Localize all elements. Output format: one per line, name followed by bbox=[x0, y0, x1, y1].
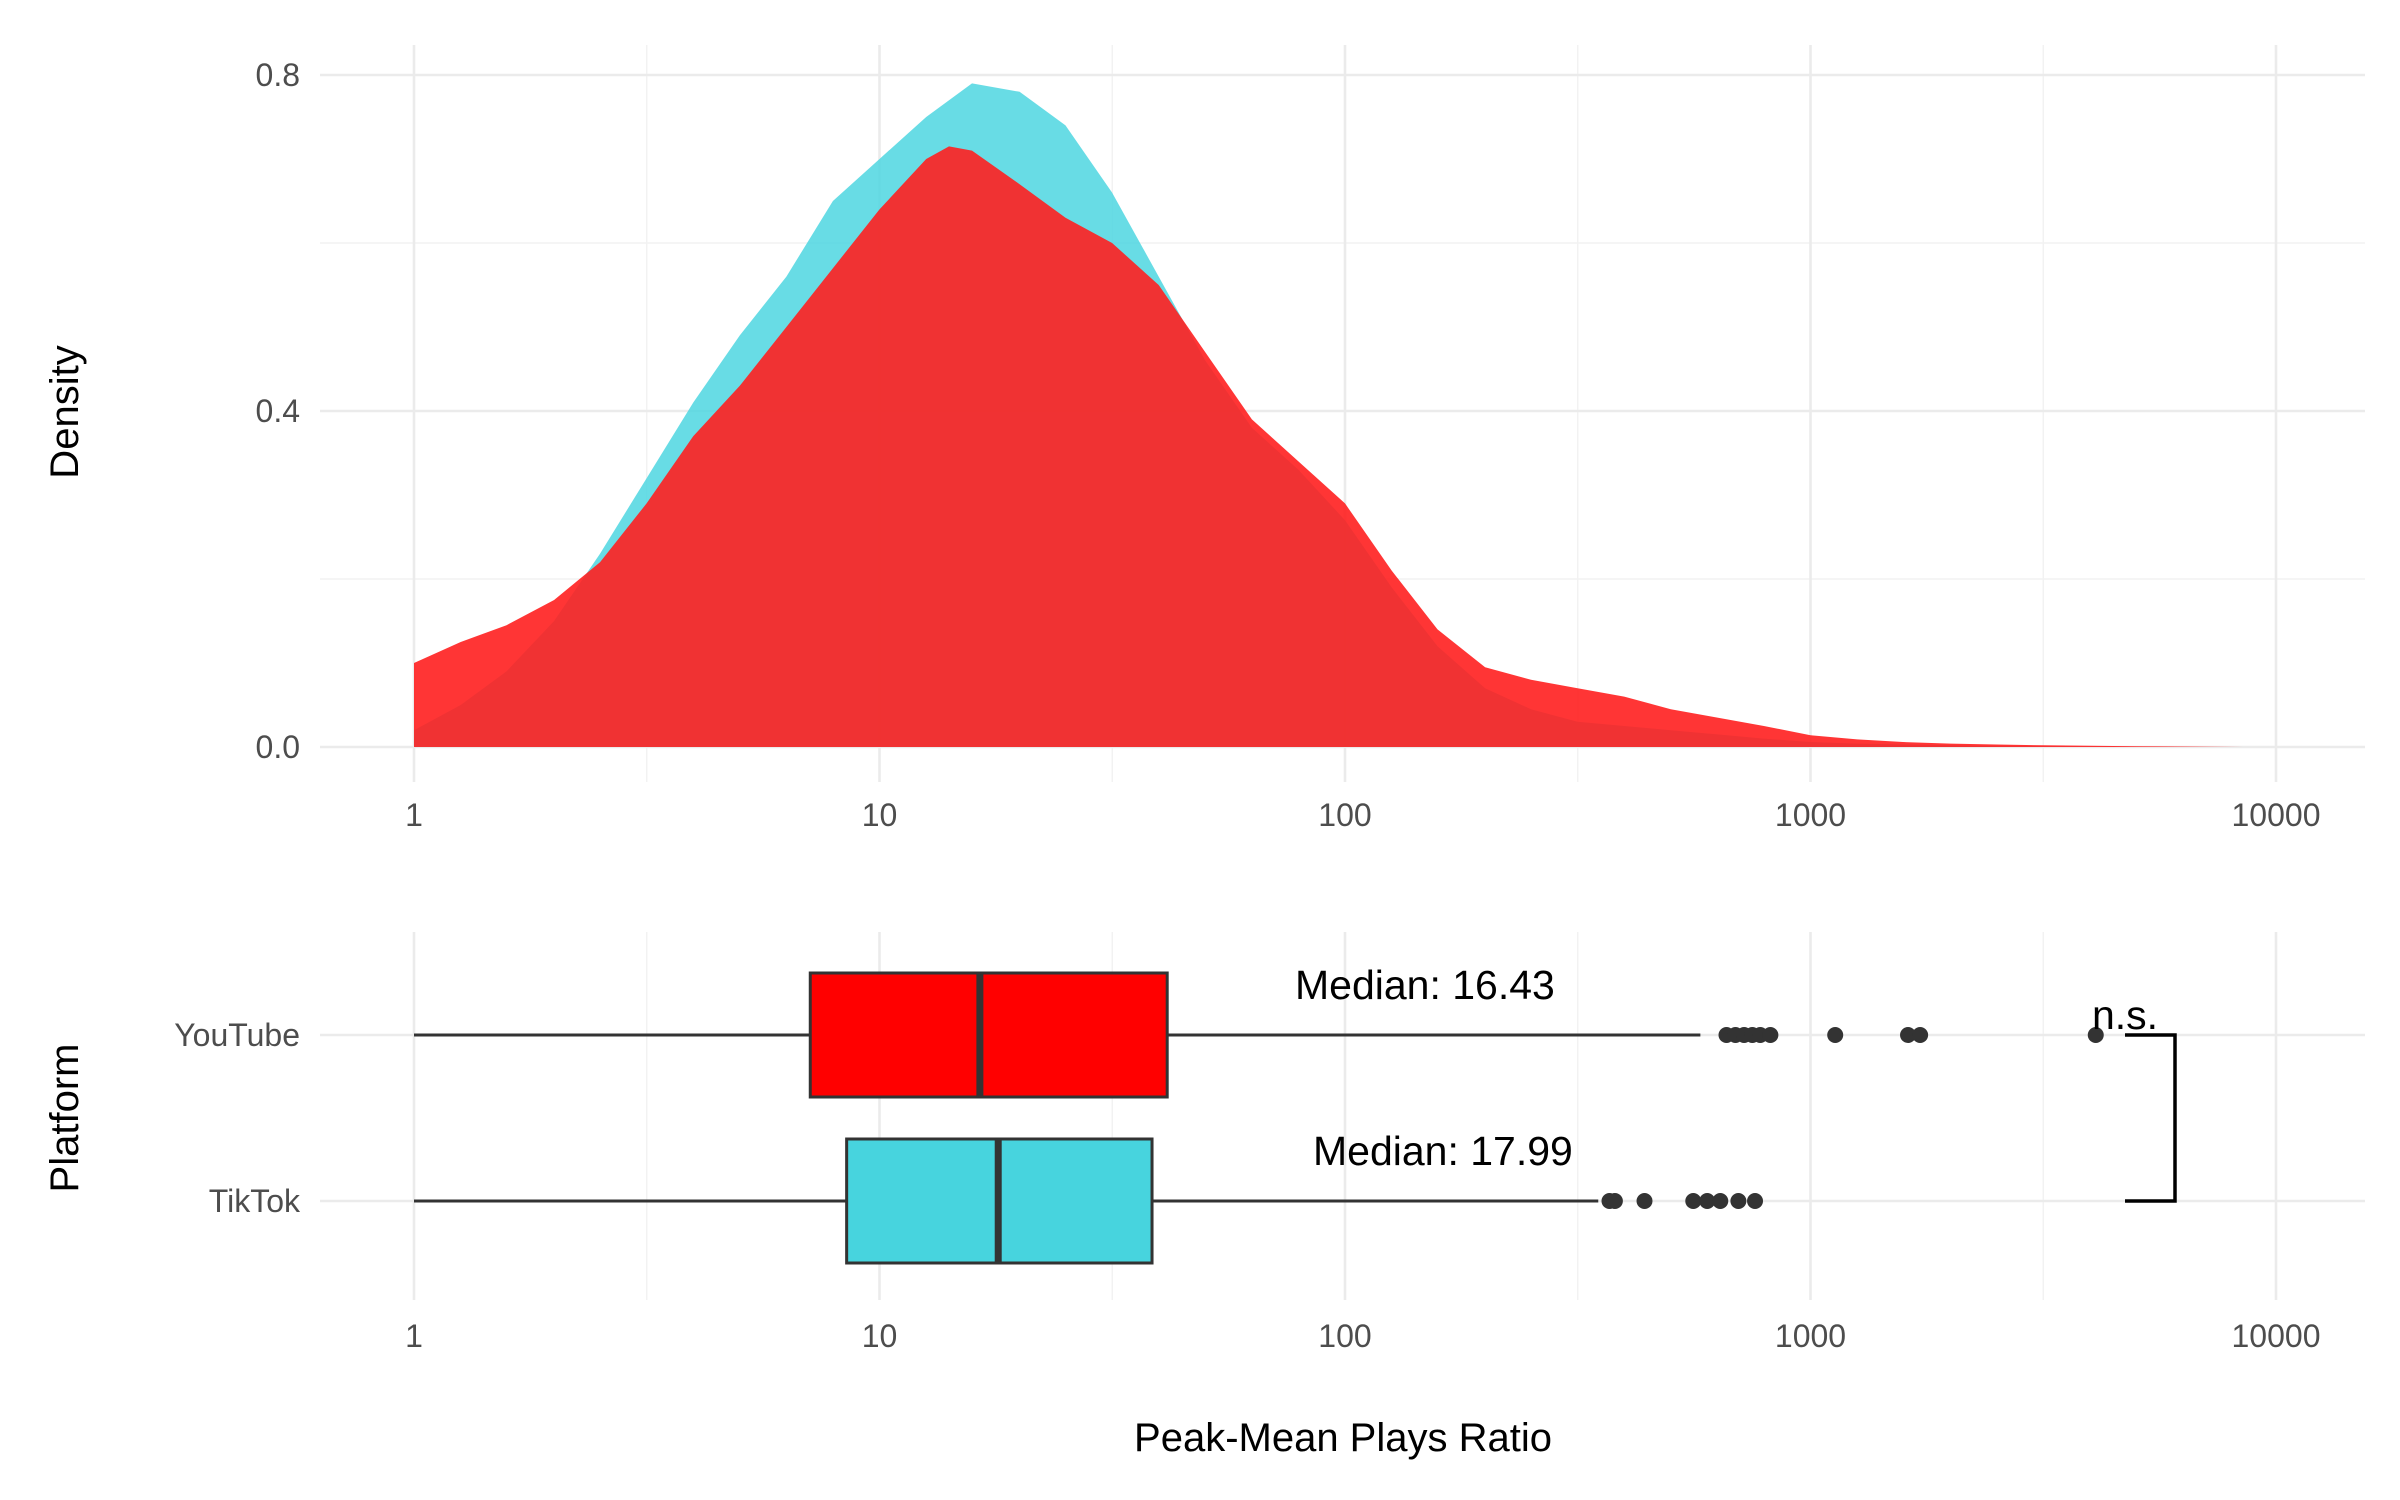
density-y-ticks: 0.0 0.4 0.8 bbox=[256, 57, 300, 765]
outlier-point bbox=[1900, 1027, 1917, 1043]
x-tick-label: 100 bbox=[1318, 1318, 1371, 1354]
boxplot-y-axis-title: Platform bbox=[43, 1044, 87, 1193]
median-label: Median: 16.43 bbox=[1295, 962, 1555, 1008]
outlier-point bbox=[1730, 1193, 1747, 1209]
outlier-point bbox=[1699, 1193, 1716, 1209]
significance-bracket: n.s. bbox=[2092, 992, 2177, 1203]
x-tick-label: 1 bbox=[405, 797, 423, 833]
x-tick-label: 1 bbox=[405, 1318, 423, 1354]
y-tick-label: 0.4 bbox=[256, 393, 300, 429]
x-tick-label: 1000 bbox=[1775, 797, 1846, 833]
x-tick-label: 1000 bbox=[1775, 1318, 1846, 1354]
density-panel: 0.0 0.4 0.8 1 10 100 1000 10000 Density bbox=[43, 45, 2365, 833]
outlier-point bbox=[1762, 1027, 1779, 1043]
density-x-ticks: 1 10 100 1000 10000 bbox=[405, 797, 2320, 833]
box-youtube: Median: 16.43 bbox=[414, 962, 2104, 1099]
outlier-point bbox=[1747, 1193, 1764, 1209]
y-tick-label: 0.8 bbox=[256, 57, 300, 93]
median-label: Median: 17.99 bbox=[1313, 1128, 1573, 1174]
outlier-point bbox=[2087, 1027, 2104, 1043]
density-areas bbox=[414, 83, 2244, 747]
density-y-axis-title: Density bbox=[43, 345, 87, 478]
outlier-point bbox=[1606, 1193, 1623, 1209]
bracket-line bbox=[2125, 1033, 2177, 1203]
boxplot-y-ticks: YouTube TikTok bbox=[174, 1017, 301, 1219]
y-tick-label: TikTok bbox=[209, 1183, 301, 1219]
box-tiktok: Median: 17.99 bbox=[414, 1128, 1764, 1265]
outlier-point bbox=[1636, 1193, 1653, 1209]
x-tick-label: 100 bbox=[1318, 797, 1371, 833]
y-tick-label: YouTube bbox=[174, 1017, 300, 1053]
boxplot-panel: Median: 16.43 Median: 17.99 YouTube TikTok… bbox=[43, 932, 2365, 1460]
density-area-youtube bbox=[414, 146, 2244, 747]
x-tick-label: 10000 bbox=[2232, 797, 2321, 833]
outlier-point bbox=[1712, 1193, 1729, 1209]
x-tick-label: 10000 bbox=[2232, 1318, 2321, 1354]
x-tick-label: 10 bbox=[862, 1318, 898, 1354]
x-tick-label: 10 bbox=[862, 797, 898, 833]
outlier-point bbox=[1827, 1027, 1844, 1043]
outlier-point bbox=[1912, 1027, 1929, 1043]
boxplot-x-ticks: 1 10 100 1000 10000 bbox=[405, 1318, 2320, 1354]
x-axis-title: Peak-Mean Plays Ratio bbox=[1134, 1416, 1552, 1460]
y-tick-label: 0.0 bbox=[256, 729, 300, 765]
boxplot-boxes: Median: 16.43 Median: 17.99 bbox=[414, 962, 2104, 1265]
significance-label: n.s. bbox=[2092, 992, 2158, 1038]
outlier-point bbox=[1685, 1193, 1702, 1209]
box-iqr bbox=[808, 971, 1169, 1099]
